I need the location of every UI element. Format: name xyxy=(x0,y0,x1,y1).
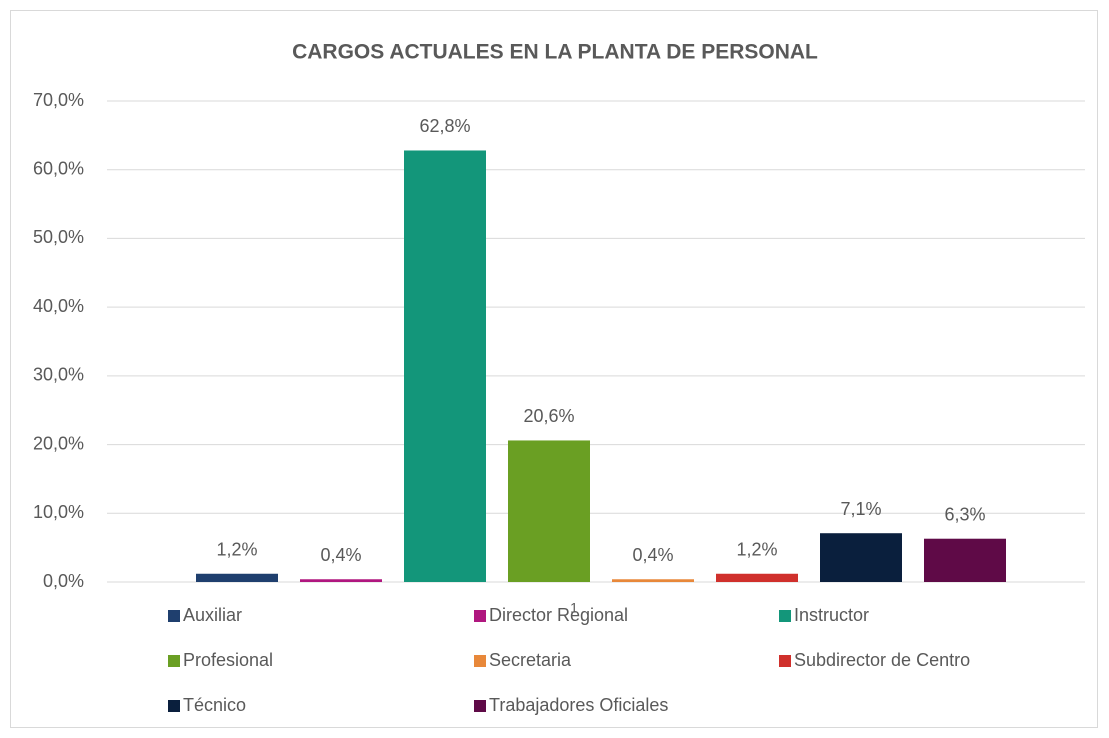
y-tick-label: 40,0% xyxy=(33,296,84,316)
x-tick-label: 1 xyxy=(570,600,578,616)
y-tick-label: 60,0% xyxy=(33,158,84,178)
data-label: 62,8% xyxy=(419,116,470,136)
legend-label: Subdirector de Centro xyxy=(794,650,970,670)
bar xyxy=(612,579,694,582)
legend-label: Trabajadores Oficiales xyxy=(489,695,668,715)
bar xyxy=(300,579,382,582)
bar xyxy=(924,538,1006,582)
bar xyxy=(716,573,798,582)
legend-swatch xyxy=(168,700,180,712)
legend-label: Auxiliar xyxy=(183,605,242,625)
data-label: 0,4% xyxy=(632,545,673,565)
legend-swatch xyxy=(779,610,791,622)
y-tick-label: 0,0% xyxy=(43,571,84,591)
data-label: 1,2% xyxy=(736,540,777,560)
data-label: 6,3% xyxy=(944,504,985,524)
data-label: 1,2% xyxy=(216,540,257,560)
y-tick-label: 70,0% xyxy=(33,90,84,110)
bar xyxy=(508,440,590,582)
legend-label: Profesional xyxy=(183,650,273,670)
y-tick-label: 10,0% xyxy=(33,502,84,522)
bar xyxy=(196,573,278,582)
data-label: 7,1% xyxy=(840,499,881,519)
bar xyxy=(404,150,486,582)
legend-swatch xyxy=(474,655,486,667)
data-label: 20,6% xyxy=(523,406,574,426)
y-tick-label: 50,0% xyxy=(33,227,84,247)
legend-swatch xyxy=(168,655,180,667)
legend-swatch xyxy=(168,610,180,622)
y-tick-label: 30,0% xyxy=(33,365,84,385)
y-tick-label: 20,0% xyxy=(33,433,84,453)
legend-swatch xyxy=(779,655,791,667)
legend-label: Instructor xyxy=(794,605,869,625)
chart-title: CARGOS ACTUALES EN LA PLANTA DE PERSONAL xyxy=(292,41,818,64)
bar xyxy=(820,533,902,582)
data-label: 0,4% xyxy=(320,545,361,565)
legend-swatch xyxy=(474,700,486,712)
chart-border xyxy=(10,10,1098,728)
legend-swatch xyxy=(474,610,486,622)
legend-label: Secretaria xyxy=(489,650,572,670)
legend-label: Director Regional xyxy=(489,605,628,625)
legend-label: Técnico xyxy=(183,695,246,715)
